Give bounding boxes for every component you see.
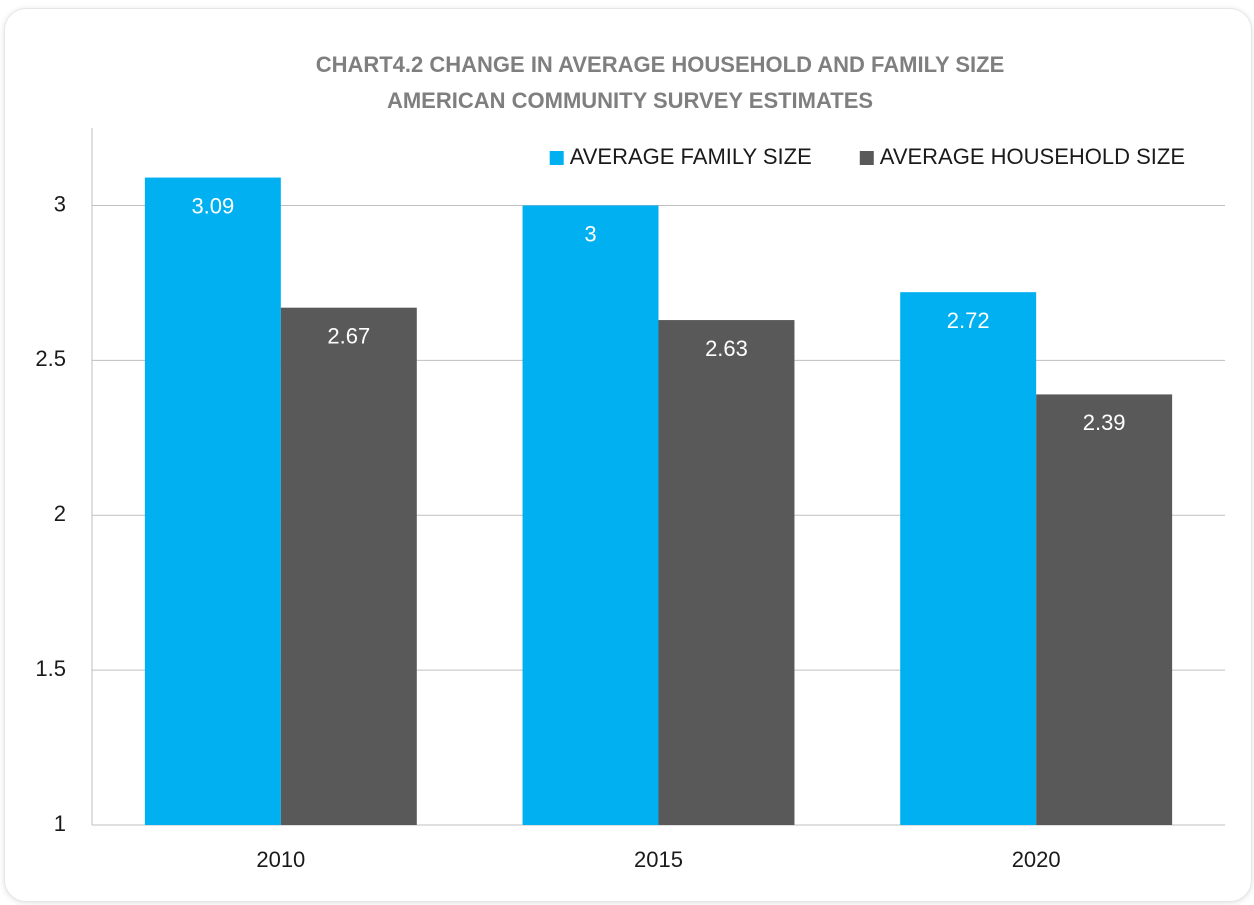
data-label: 3.09: [191, 193, 234, 218]
x-tick-label: 2015: [634, 847, 683, 872]
legend-swatch: [859, 151, 874, 165]
chart-title: CHART4.2 CHANGE IN AVERAGE HOUSEHOLD AND…: [316, 52, 1005, 77]
bar: [280, 307, 417, 825]
chart-subtitle: AMERICAN COMMUNITY SURVEY ESTIMATES: [387, 88, 873, 113]
bar: [900, 292, 1037, 825]
legend-swatch: [549, 151, 564, 165]
y-tick-label: 1: [54, 811, 66, 836]
y-tick-label: 1.5: [35, 656, 66, 681]
y-tick-label: 3: [54, 191, 66, 216]
x-tick-label: 2010: [256, 847, 305, 872]
bar: [1036, 394, 1173, 825]
y-tick-label: 2: [54, 501, 66, 526]
legend-label: AVERAGE FAMILY SIZE: [570, 144, 812, 169]
legend-label: AVERAGE HOUSEHOLD SIZE: [880, 144, 1185, 169]
bar: [522, 205, 659, 825]
bar: [144, 177, 281, 825]
y-tick-label: 2.5: [35, 346, 66, 371]
data-label: 2.63: [705, 336, 748, 361]
data-label: 2.67: [327, 323, 370, 348]
bar: [658, 320, 795, 825]
x-tick-label: 2020: [1012, 847, 1061, 872]
data-label: 3: [584, 221, 596, 246]
data-label: 2.39: [1083, 410, 1126, 435]
data-label: 2.72: [947, 308, 990, 333]
